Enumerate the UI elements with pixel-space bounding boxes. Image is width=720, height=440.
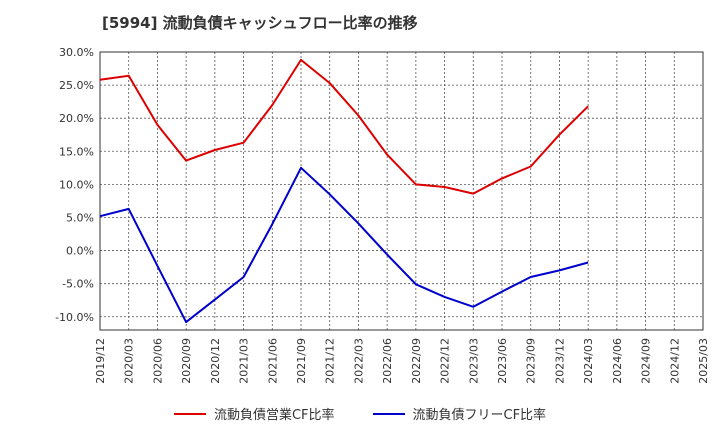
x-tick-label: 2024/06 — [611, 338, 624, 384]
x-tick-label: 2024/12 — [668, 338, 681, 384]
x-tick-label: 2022/06 — [381, 338, 394, 384]
x-tick-label: 2021/12 — [324, 338, 337, 384]
x-tick-label: 2020/03 — [123, 338, 136, 384]
y-tick-label: 10.0% — [59, 178, 94, 191]
x-tick-label: 2024/03 — [582, 338, 595, 384]
y-tick-label: -5.0% — [62, 278, 94, 291]
y-tick-label: -10.0% — [55, 311, 94, 324]
y-tick-label: 25.0% — [59, 79, 94, 92]
series-layer — [99, 58, 589, 324]
x-tick-label: 2023/12 — [553, 338, 566, 384]
x-tick-label: 2021/06 — [266, 338, 279, 384]
x-tick-label: 2023/03 — [467, 338, 480, 384]
chart-legend: 流動負債営業CF比率 流動負債フリーCF比率 — [0, 404, 720, 423]
chart-title: [5994] 流動負債キャッシュフロー比率の推移 — [102, 14, 418, 32]
legend-item-free-cf: 流動負債フリーCF比率 — [372, 404, 547, 423]
x-tick-label: 2022/09 — [410, 338, 423, 384]
x-tick-label: 2023/06 — [496, 338, 509, 384]
series-line-1 — [99, 166, 589, 324]
x-tick-label: 2025/03 — [697, 338, 710, 384]
y-tick-label: 5.0% — [66, 211, 94, 224]
legend-label-operating-cf: 流動負債営業CF比率 — [213, 408, 335, 423]
x-tick-label: 2021/09 — [295, 338, 308, 384]
y-tick-label: 20.0% — [59, 112, 94, 125]
legend-label-free-cf: 流動負債フリーCF比率 — [412, 408, 547, 423]
x-tick-label: 2020/09 — [180, 338, 193, 384]
grid-layer — [100, 51, 703, 330]
series-line-0 — [99, 58, 589, 195]
legend-swatch-free-cf — [372, 412, 405, 415]
x-tick-label: 2023/09 — [525, 338, 538, 384]
x-tick-label: 2021/03 — [238, 338, 251, 384]
x-tick-label: 2022/03 — [352, 338, 365, 384]
x-tick-label: 2020/12 — [209, 338, 222, 384]
x-tick-label: 2019/12 — [94, 338, 107, 384]
y-tick-label: 15.0% — [59, 145, 94, 158]
x-tick-label: 2022/12 — [439, 338, 452, 384]
plot-frame — [99, 51, 704, 331]
y-tick-label: 30.0% — [59, 46, 94, 59]
x-tick-label: 2024/09 — [640, 338, 653, 384]
x-tick-label: 2020/06 — [151, 338, 164, 384]
line-chart: 30.0% 25.0% 20.0% 15.0% 10.0% 5.0% 0.0% -5.0% -1… — [55, 46, 710, 384]
legend-swatch-operating-cf — [173, 412, 206, 415]
axis-layer: 30.0% 25.0% 20.0% 15.0% 10.0% 5.0% 0.0% -5.0% -1… — [55, 46, 710, 384]
y-tick-label: 0.0% — [66, 245, 94, 258]
legend-item-operating-cf: 流動負債営業CF比率 — [173, 404, 335, 423]
